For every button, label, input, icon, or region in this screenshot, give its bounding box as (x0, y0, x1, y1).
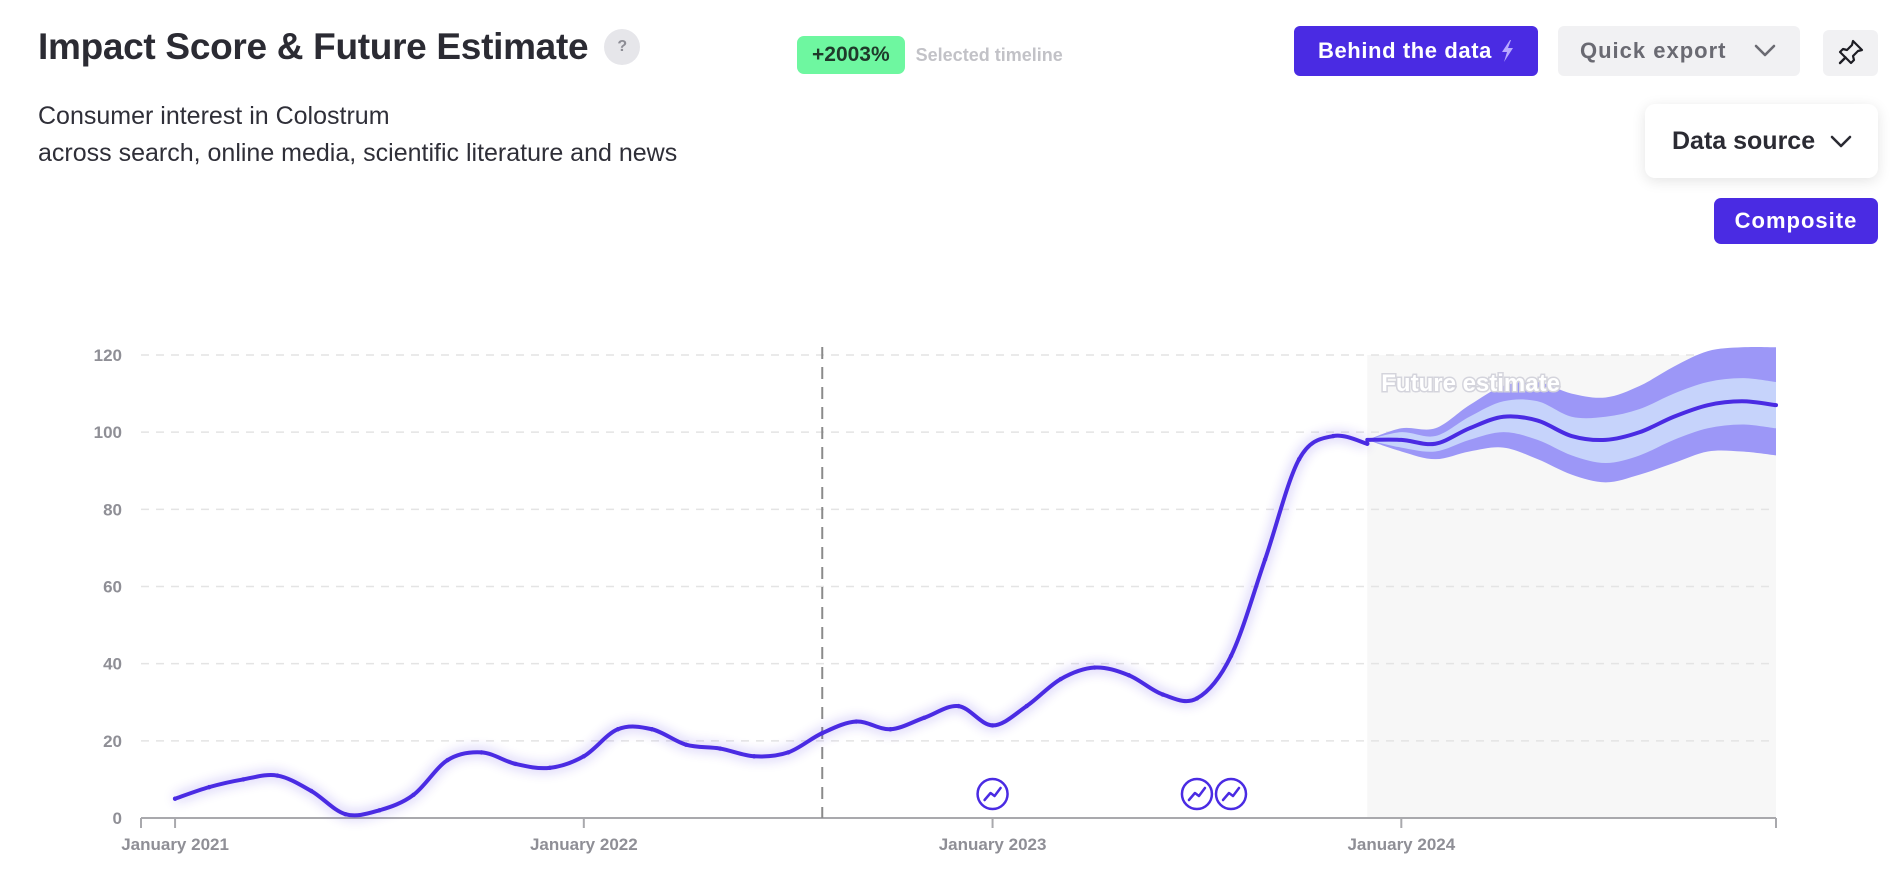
series-point (309, 788, 314, 794)
data-source-label: Data source (1672, 126, 1816, 155)
series-point (547, 765, 552, 771)
series-point (1058, 676, 1063, 682)
series-point (445, 757, 450, 763)
series-point (751, 754, 757, 759)
series-point (785, 750, 791, 755)
trend-icon-arrow (983, 786, 1002, 802)
series-point (888, 727, 893, 732)
chart-subtitle: Consumer interest in Colostrum across se… (38, 98, 677, 172)
y-tick-label: 120 (94, 346, 122, 365)
series-point (683, 742, 689, 747)
pin-button[interactable] (1823, 30, 1878, 76)
series-point (513, 761, 518, 767)
series-point (206, 784, 212, 790)
x-tick-label: January 2022 (530, 835, 638, 854)
series-point (343, 811, 348, 817)
forecast-band-inner (1367, 378, 1776, 464)
series-point (172, 796, 178, 801)
series-point (820, 730, 825, 736)
help-icon[interactable]: ? (604, 29, 641, 65)
quick-export-label: Quick export (1580, 38, 1727, 63)
x-tick-label: January 2024 (1347, 835, 1455, 854)
series-point (275, 773, 280, 778)
trend-icon-arrow (1221, 786, 1241, 802)
change-badge: +2003% (797, 36, 905, 74)
behind-the-data-button[interactable]: Behind the data (1294, 26, 1538, 76)
series-line-glow (173, 432, 1369, 819)
trend-event-icon[interactable] (1214, 777, 1248, 811)
y-tick-label: 0 (113, 809, 122, 828)
series-point (1296, 456, 1302, 462)
y-tick-label: 60 (103, 578, 122, 597)
chevron-down-icon (1754, 38, 1776, 64)
series-point (854, 719, 859, 724)
series-point (411, 792, 416, 798)
behind-the-data-label: Behind the data (1317, 38, 1492, 63)
data-source-dropdown[interactable]: Data source (1645, 104, 1878, 178)
y-tick-label: 100 (94, 423, 122, 442)
subtitle-line-2: across search, online media, scientific … (38, 139, 678, 167)
y-tick-label: 40 (103, 655, 122, 674)
series-point (649, 727, 655, 732)
pin-icon (1837, 38, 1865, 69)
composite-button[interactable]: Composite (1714, 198, 1878, 244)
change-caption: Selected timeline (915, 44, 1063, 65)
series-point (717, 746, 723, 751)
change-summary: +2003% Selected timeline (797, 36, 1063, 74)
series-point (1126, 673, 1132, 678)
series-point (479, 750, 484, 755)
y-tick-label: 80 (103, 500, 122, 519)
x-tick-label: January 2021 (121, 835, 229, 854)
series-point (990, 723, 995, 728)
trend-icon-arrow (1187, 786, 1207, 802)
lightning-icon (1501, 40, 1514, 62)
series-point (1092, 665, 1097, 670)
chevron-down-icon (1830, 127, 1852, 156)
series-point (1160, 692, 1166, 697)
series-point (1330, 433, 1336, 439)
series-point (1194, 696, 1200, 701)
forecast-band-outer (1367, 346, 1776, 483)
y-tick-label: 20 (103, 732, 122, 751)
x-tick-label: January 2023 (939, 835, 1047, 854)
page-title: Impact Score & Future Estimate (38, 26, 589, 67)
forecast-label: Future estimate (1381, 370, 1560, 397)
quick-export-button[interactable]: Quick export (1558, 26, 1800, 76)
series-point (240, 777, 246, 782)
series-point (956, 703, 961, 709)
subtitle-line-1: Consumer interest in Colostrum (38, 102, 390, 130)
series-point (1228, 653, 1234, 659)
series-point (1024, 703, 1029, 709)
forecast-mean-line (1365, 399, 1778, 447)
title-row: Impact Score & Future Estimate ? (38, 26, 641, 68)
trend-event-icon[interactable] (976, 777, 1009, 811)
series-point (581, 754, 587, 759)
series-point (377, 808, 382, 813)
series-point (1365, 441, 1370, 446)
trend-event-icon[interactable] (1180, 777, 1214, 811)
series-point (615, 727, 621, 732)
series-point (922, 715, 927, 720)
series-point (1262, 557, 1268, 562)
